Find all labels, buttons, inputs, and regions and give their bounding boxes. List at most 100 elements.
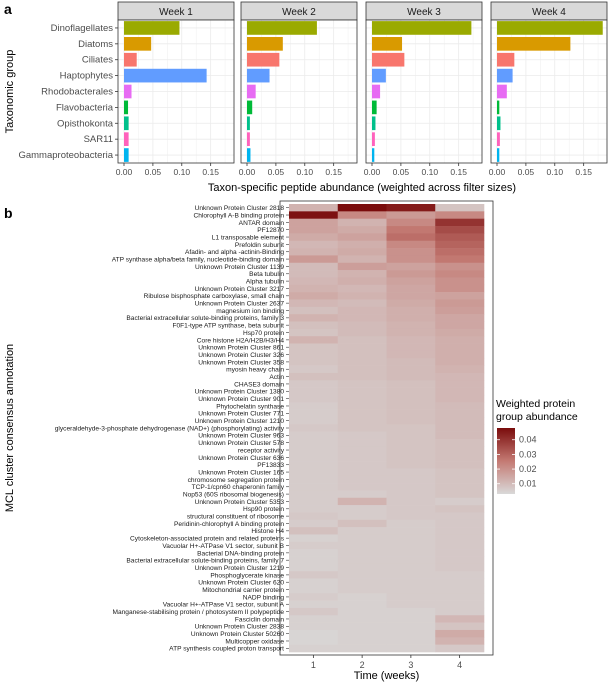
heatmap-cell [289, 578, 339, 587]
heatmap-cell [337, 431, 387, 440]
bar-rhodobacterales-week-1 [124, 84, 132, 99]
heatmap-row-label: magnesium ion binding [216, 308, 284, 315]
heatmap-cell [386, 270, 436, 278]
heatmap-row-label: Unknown Protein Cluster 2818 [195, 205, 285, 212]
heatmap-cell [386, 629, 436, 638]
heatmap-row-label: Unknown Protein Cluster 861 [198, 345, 284, 352]
heatmap-cell [337, 578, 387, 587]
y-category-label: Diatoms [78, 39, 113, 50]
bar-flavobacteria-week-1 [124, 100, 129, 115]
bar-ciliates-week-1 [124, 52, 137, 67]
heatmap-cell [386, 475, 436, 484]
x-tick-label: 0.00 [364, 167, 381, 177]
heatmap-cell [386, 306, 436, 315]
heatmap-cell [386, 593, 436, 601]
heatmap-cell [337, 593, 387, 601]
heatmap-cell [337, 211, 387, 219]
x-tick-label: 0.10 [547, 167, 564, 177]
heatmap-cell [289, 637, 339, 645]
heatmap-cell [289, 446, 339, 455]
heatmap-cell [337, 402, 387, 410]
heatmap-cell [337, 270, 387, 278]
x-tick-label: 1 [311, 660, 316, 670]
bar-dinoflagellates-week-2 [247, 21, 317, 35]
colorbar-tick-label: 0.04 [519, 435, 537, 445]
heatmap-row-label: Unknown Protein Cluster 1210 [195, 418, 285, 425]
heatmap-row-label: PF13833 [257, 462, 284, 469]
heatmap-row-label: glyceraldehyde-3-phosphate dehydrogenase… [55, 425, 285, 432]
heatmap-cell [386, 350, 436, 359]
colorbar-tick-label: 0.03 [519, 449, 537, 459]
heatmap-cell [435, 563, 485, 572]
heatmap-row-label: ANTAR domain [239, 220, 285, 227]
heatmap-row-label: Unknown Protein Cluster 1380 [195, 389, 285, 396]
heatmap-cell [435, 372, 485, 381]
heatmap-row-label: ATP synthesis coupled proton transport [169, 646, 284, 653]
heatmap-cell [435, 585, 485, 594]
heatmap-cell [435, 468, 485, 477]
facet-border [490, 19, 608, 164]
heatmap-row-label: Hsp70 protein [243, 330, 284, 337]
heatmap-cell [289, 416, 339, 425]
heatmap-cell [337, 461, 387, 469]
bar-haptophytes-week-2 [247, 68, 270, 83]
heatmap-cell [435, 512, 485, 521]
heatmap-cell [337, 255, 387, 264]
heatmap-row-label: Nop53 (60S ribosomal biogenesis) [183, 491, 284, 498]
heatmap-cell [435, 365, 485, 374]
heatmap-cell [386, 468, 436, 477]
heatmap-row-label: Ribulose bisphosphate carboxylase, small… [144, 293, 285, 300]
x-tick-label: 0.15 [450, 167, 467, 177]
heatmap-cell [435, 593, 485, 601]
heatmap-cell [289, 402, 339, 410]
heatmap-cell [386, 284, 436, 293]
heatmap-cell [289, 563, 339, 572]
heatmap-cell [337, 637, 387, 645]
heatmap-cell [435, 314, 485, 322]
heatmap-cell [337, 387, 387, 396]
heatmap-cell [435, 270, 485, 278]
heatmap-cell [337, 475, 387, 484]
facet-week-3: Week 3 0.00 0.05 0.10 0.15 [364, 1, 483, 177]
x-tick-label: 0.05 [268, 167, 285, 177]
heatmap-cell [289, 424, 339, 432]
heatmap-cell [386, 490, 436, 499]
heatmap-cell [289, 585, 339, 594]
heatmap-cell [289, 350, 339, 359]
heatmap-cell [337, 615, 387, 623]
heatmap-cell [289, 358, 339, 366]
x-tick-label: 0.15 [202, 167, 219, 177]
colorbar-tick-label: 0.01 [519, 479, 537, 489]
heatmap-row-label: myosin heavy chain [226, 367, 284, 374]
heatmap-row-label: Unknown Protein Cluster 3217 [195, 286, 285, 293]
facet-border [240, 19, 358, 164]
heatmap-cell [337, 549, 387, 557]
heatmap-cell [337, 248, 387, 256]
heatmap-cell [289, 541, 339, 550]
heatmap-cell [337, 453, 387, 462]
x-tick-label: 0.00 [489, 167, 506, 177]
bar-haptophytes-week-4 [497, 68, 513, 83]
heatmap-row-label: receptor activity [238, 447, 285, 454]
heatmap-cell [337, 218, 387, 227]
heatmap-cell [386, 571, 436, 579]
y-category-label: Ciliates [82, 55, 113, 66]
heatmap-cell [289, 204, 339, 212]
heatmap-row-label: Mitochondrial carrier protein [202, 587, 284, 594]
heatmap-cell [337, 483, 387, 491]
heatmap-cell [386, 233, 436, 242]
heatmap-cell [289, 571, 339, 579]
x-tick-label: 0.15 [325, 167, 342, 177]
heatmap-row-label: chromosome segregation protein [188, 477, 285, 484]
heatmap-cell [337, 284, 387, 293]
heatmap-cell [435, 519, 485, 528]
heatmap-row-label: Prefoldin subunit [235, 242, 284, 249]
heatmap-row-label: Unknown Protein Cluster 5353 [195, 499, 285, 506]
heatmap-cell [289, 461, 339, 469]
heatmap-cell [435, 475, 485, 484]
heatmap-cell [386, 527, 436, 535]
bar-rhodobacterales-week-3 [372, 84, 381, 99]
heatmap-cell [337, 497, 387, 506]
heatmap-cell [337, 556, 387, 565]
